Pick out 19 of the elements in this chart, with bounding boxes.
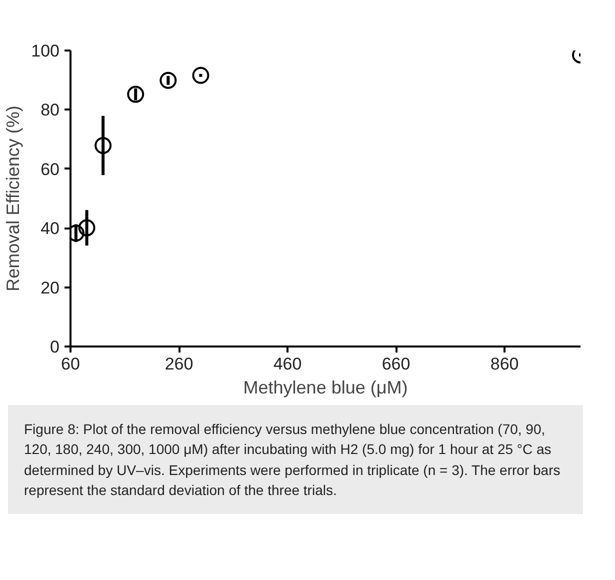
y-tick-label: 0: [50, 338, 60, 356]
y-tick-label: 80: [40, 100, 60, 120]
y-tick-label: 20: [40, 278, 60, 298]
point: [127, 86, 144, 103]
point: [192, 66, 210, 84]
caption: Figure 8: Plot of the removal efficiency versus methylene blue concentration (70, 90, 120, 180, 240, 300, 1000 μM) after incubating with H2 (5.0 mg) for 1 hour at 25 °C as determined by UV–vis. Experiments were performed in triplicate (n = 3). The error bars represent the standard deviation of the three trials.: [24, 420, 562, 500]
point: [160, 72, 177, 89]
y-axis-title: Removal Efficiency (%): [3, 106, 24, 292]
x-tick-label: 860: [490, 354, 519, 374]
x-tick-label: 60: [61, 354, 80, 374]
x-axis-title: Methylene blue (μM): [243, 378, 408, 398]
y-tick-label: 60: [40, 160, 60, 179]
point: [94, 137, 112, 154]
x-tick-label: 260: [164, 354, 194, 374]
y-tick-label: 40: [40, 219, 60, 238]
x-tick-label: 660: [382, 354, 410, 374]
y-tick-label: 100: [31, 42, 60, 60]
point: [78, 219, 96, 236]
x-tick-label: 460: [273, 354, 302, 374]
